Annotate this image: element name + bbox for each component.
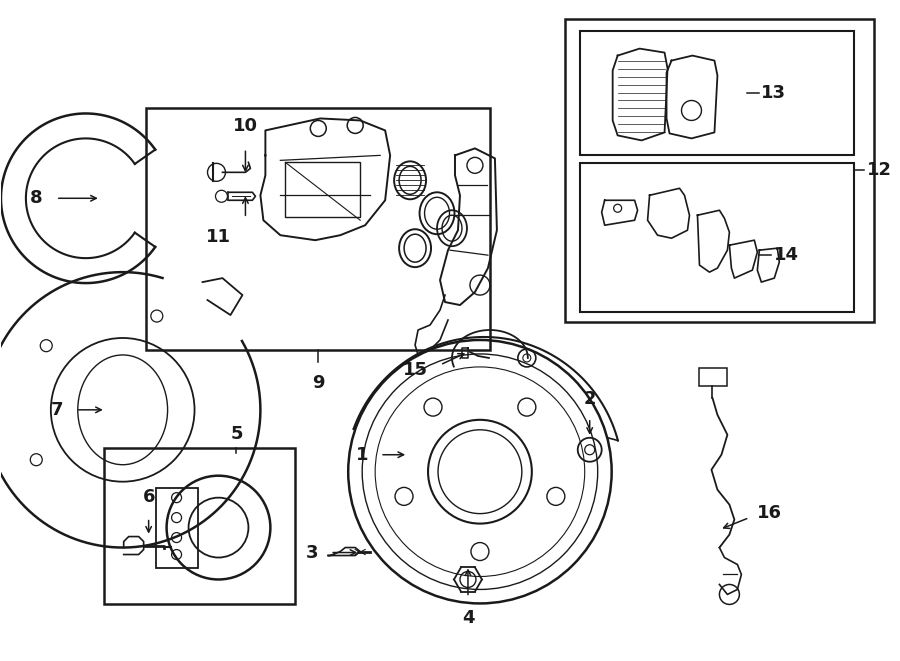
Text: 2: 2 xyxy=(583,390,596,408)
Text: 5: 5 xyxy=(230,425,243,443)
Bar xyxy=(699,368,727,386)
Text: 16: 16 xyxy=(758,504,782,522)
Text: 10: 10 xyxy=(233,118,258,136)
Bar xyxy=(580,163,854,312)
Text: 9: 9 xyxy=(312,374,325,392)
Text: 8: 8 xyxy=(31,189,43,208)
Text: 14: 14 xyxy=(774,246,799,264)
Text: 4: 4 xyxy=(462,609,474,627)
Text: 1: 1 xyxy=(356,446,368,464)
Bar xyxy=(156,488,197,568)
Text: 3: 3 xyxy=(306,543,319,562)
Text: 15: 15 xyxy=(403,361,428,379)
Bar xyxy=(146,108,490,350)
Bar xyxy=(565,19,874,322)
Text: 13: 13 xyxy=(761,83,787,102)
Bar xyxy=(104,447,295,604)
Bar xyxy=(580,30,854,155)
Text: 6: 6 xyxy=(142,488,155,506)
Text: 11: 11 xyxy=(206,228,231,246)
Text: 12: 12 xyxy=(867,161,892,179)
Bar xyxy=(285,163,360,217)
Text: 7: 7 xyxy=(50,401,63,419)
